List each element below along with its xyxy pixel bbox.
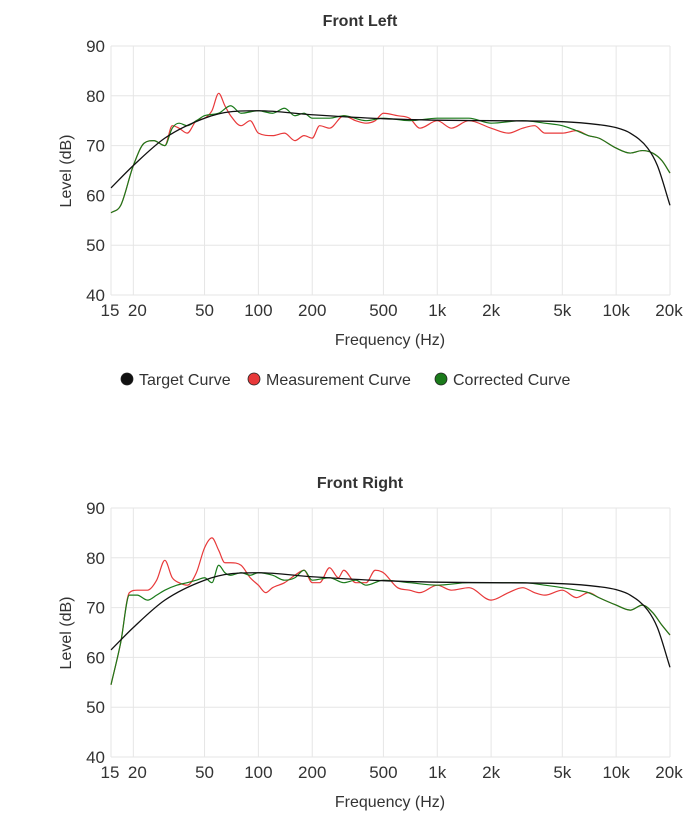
x-tick-label: 20	[128, 763, 147, 782]
legend-marker-target	[120, 372, 134, 386]
x-tick-label: 10k	[602, 301, 630, 320]
x-tick-label: 200	[298, 763, 326, 782]
y-tick-label: 50	[86, 698, 105, 717]
plot-lines	[110, 537, 671, 685]
legend-label-target: Target Curve	[139, 372, 231, 389]
series-line-corrected-curve	[110, 564, 671, 685]
series-line-target-curve	[110, 110, 671, 206]
x-tick-label: 500	[369, 763, 397, 782]
legend: Target Curve Measurement Curve Corrected…	[120, 372, 570, 389]
y-tick-label: 80	[86, 87, 105, 106]
x-tick-labels: 15 20 50 100 200 500 1k 2k 5k 10k 20k	[101, 301, 684, 320]
x-tick-label: 15	[101, 763, 120, 782]
chart-front-right: Front Right 40 50 60 70 80 90 15 20 50 100 200 500…	[58, 475, 683, 811]
chart-title: Front Right	[317, 475, 404, 492]
x-tick-label: 1k	[428, 301, 446, 320]
x-axis-label: Frequency (Hz)	[335, 332, 445, 349]
x-tick-label: 50	[195, 301, 214, 320]
x-tick-label: 10k	[602, 763, 630, 782]
series-line-target-curve	[110, 572, 671, 668]
x-axis-label: Frequency (Hz)	[335, 794, 445, 811]
x-tick-label: 20	[128, 301, 147, 320]
y-tick-label: 50	[86, 236, 105, 255]
x-tick-label: 20k	[655, 301, 683, 320]
y-tick-label: 40	[86, 286, 105, 305]
y-tick-labels: 40 50 60 70 80 90	[86, 499, 105, 767]
grid	[110, 45, 671, 296]
legend-marker-corrected	[434, 372, 448, 386]
series-line-corrected-curve	[110, 105, 671, 214]
x-tick-label: 100	[244, 301, 272, 320]
x-tick-label: 500	[369, 301, 397, 320]
x-tick-label: 100	[244, 763, 272, 782]
x-tick-label: 20k	[655, 763, 683, 782]
x-tick-labels: 15 20 50 100 200 500 1k 2k 5k 10k 20k	[101, 763, 684, 782]
plot-lines	[110, 92, 671, 214]
x-tick-label: 5k	[553, 763, 571, 782]
y-tick-label: 70	[86, 599, 105, 618]
y-tick-label: 90	[86, 499, 105, 518]
x-tick-label: 2k	[482, 763, 500, 782]
x-tick-label: 5k	[553, 301, 571, 320]
x-tick-label: 1k	[428, 763, 446, 782]
x-tick-label: 200	[298, 301, 326, 320]
y-tick-label: 40	[86, 748, 105, 767]
y-tick-label: 70	[86, 137, 105, 156]
y-axis-label: Level (dB)	[58, 597, 75, 670]
y-tick-label: 80	[86, 549, 105, 568]
legend-marker-measurement	[247, 372, 261, 386]
x-tick-label: 2k	[482, 301, 500, 320]
x-tick-label: 15	[101, 301, 120, 320]
chart-title: Front Left	[323, 13, 398, 30]
y-axis-label: Level (dB)	[58, 135, 75, 208]
y-tick-label: 90	[86, 37, 105, 56]
y-tick-label: 60	[86, 186, 105, 205]
x-tick-label: 50	[195, 763, 214, 782]
grid	[110, 507, 671, 758]
y-tick-labels: 40 50 60 70 80 90	[86, 37, 105, 305]
legend-label-corrected: Corrected Curve	[453, 372, 570, 389]
y-tick-label: 60	[86, 648, 105, 667]
legend-label-measurement: Measurement Curve	[266, 372, 411, 389]
series-line-measurement-curve	[110, 537, 671, 685]
